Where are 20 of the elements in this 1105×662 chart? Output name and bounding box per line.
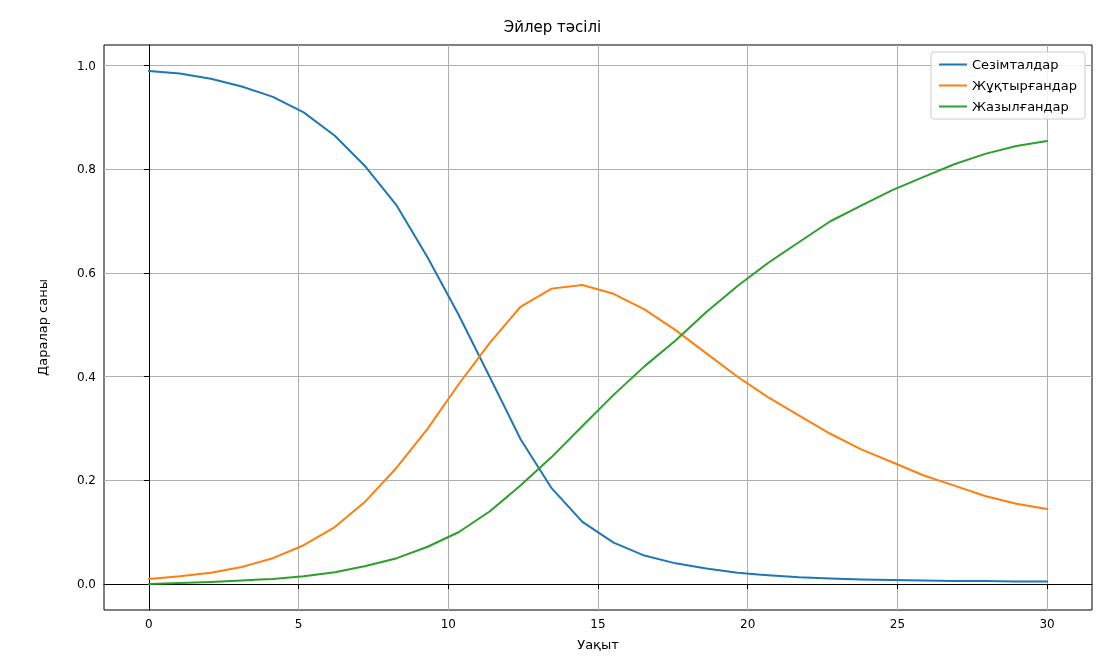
x-tick-label: 0 — [145, 617, 153, 631]
y-tick-label: 1.0 — [76, 58, 96, 73]
y-tick-label: 0.6 — [76, 266, 96, 281]
legend-label: Сезімталдар — [972, 57, 1059, 72]
x-tick-label: 10 — [440, 617, 456, 631]
legend-label: Жазылғандар — [972, 99, 1069, 114]
x-tick-label: 20 — [740, 617, 756, 631]
x-tick-label: 30 — [1039, 617, 1055, 631]
y-tick-label: 0.0 — [76, 577, 96, 592]
y-axis-title: Даралар саны — [35, 279, 50, 376]
y-tick-label: 0.2 — [76, 473, 96, 488]
line-series — [147, 284, 1049, 580]
y-tick-label: 0.8 — [76, 162, 96, 177]
x-tick-label: 25 — [889, 617, 906, 631]
legend-label: Жұқтырғандар — [972, 78, 1077, 93]
x-tick-label: 5 — [294, 617, 303, 631]
x-axis-title: Уақыт — [577, 637, 620, 652]
y-tick-label: 0.4 — [76, 369, 96, 384]
x-tick-label: 15 — [590, 617, 606, 631]
chart-title: Эйлер тәсілі — [503, 17, 602, 36]
